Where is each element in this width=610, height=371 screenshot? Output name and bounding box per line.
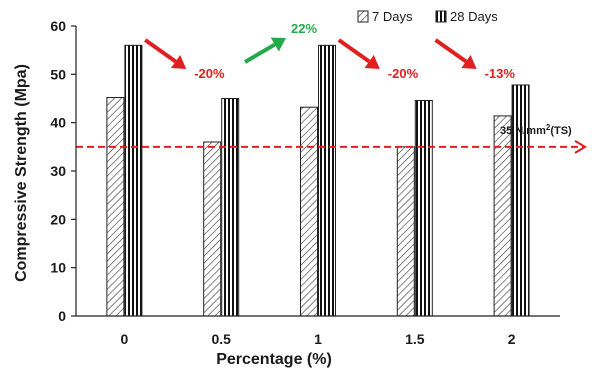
x-tick-label: 1 bbox=[314, 331, 322, 347]
y-tick-label: 40 bbox=[50, 115, 66, 131]
bar-28-days bbox=[511, 84, 530, 317]
trend-arrow-head bbox=[270, 37, 286, 52]
trend-arrow-head bbox=[364, 54, 380, 69]
percent-change-label: -20% bbox=[388, 66, 419, 81]
x-tick-label: 0 bbox=[121, 331, 129, 347]
bar-7-days bbox=[396, 146, 415, 317]
x-tick-label: 0.5 bbox=[211, 331, 231, 347]
bar-28-days bbox=[124, 44, 143, 317]
percent-change-label: -13% bbox=[485, 66, 516, 81]
y-tick-label: 50 bbox=[50, 66, 66, 82]
bar-28-days bbox=[318, 44, 336, 317]
bars-layer bbox=[106, 44, 530, 317]
legend-swatch-7-days bbox=[357, 10, 369, 23]
legend-swatch-28-days bbox=[435, 10, 447, 23]
trend-arrow-shaft bbox=[243, 42, 276, 64]
y-tick-label: 30 bbox=[50, 163, 66, 179]
bar-28-days bbox=[414, 99, 433, 317]
legend-label-28-days: 28 Days bbox=[450, 9, 498, 24]
x-axis-title: Percentage (%) bbox=[216, 351, 332, 368]
bar-28-days bbox=[221, 98, 240, 317]
percent-change-label: 22% bbox=[291, 21, 317, 36]
reference-line-label: 35 N/mm2(TS) bbox=[500, 122, 572, 137]
y-tick-label: 60 bbox=[50, 18, 66, 34]
y-axis-ticks: 0 10 20 30 40 50 60 bbox=[50, 18, 76, 324]
bar-7-days bbox=[300, 106, 318, 317]
legend-label-7-days: 7 Days bbox=[372, 9, 413, 24]
reference-line-arrowhead bbox=[574, 139, 587, 154]
bar-7-days bbox=[203, 141, 222, 317]
trend-arrow-shaft bbox=[144, 38, 177, 64]
y-axis-title: Compressive Strength (Mpa) bbox=[13, 64, 30, 282]
y-tick-label: 20 bbox=[50, 211, 66, 227]
percent-change-label: -20% bbox=[194, 66, 225, 81]
legend: 7 Days 28 Days bbox=[357, 9, 498, 24]
bar-7-days bbox=[106, 97, 125, 317]
x-axis-ticks: 0 0.5 1 1.5 2 bbox=[121, 331, 516, 347]
x-tick-label: 1.5 bbox=[405, 331, 425, 347]
y-tick-label: 10 bbox=[50, 260, 66, 276]
y-tick-label: 0 bbox=[58, 308, 66, 324]
trend-arrow-shaft bbox=[337, 38, 371, 64]
trend-arrow-shaft bbox=[434, 38, 468, 64]
trend-arrow-head bbox=[170, 54, 187, 69]
reference-line-layer: 35 N/mm2(TS) bbox=[76, 122, 587, 154]
trend-arrow-head bbox=[461, 54, 477, 69]
x-tick-label: 2 bbox=[508, 331, 516, 347]
annotations-layer: -20% 22% -20% -13% bbox=[144, 21, 516, 81]
